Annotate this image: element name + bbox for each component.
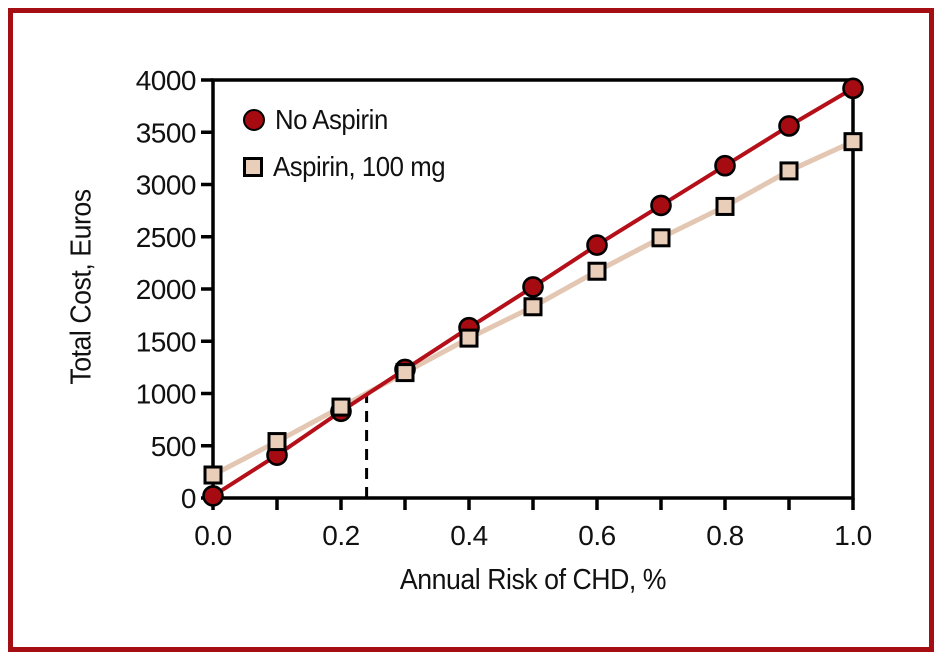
y-tick-label: 2500 [136,222,196,253]
chart-legend: No Aspirin Aspirin, 100 mg [243,103,460,184]
y-tick-label: 4000 [136,65,196,96]
data-point-square [587,261,607,281]
legend-label-no-aspirin: No Aspirin [275,104,388,135]
y-axis-title: Total Cost, Euros [65,189,98,385]
data-point-circle [650,194,672,217]
y-tick-label: 0 [181,483,196,514]
data-point-square [523,297,543,317]
legend-item-no-aspirin: No Aspirin [243,103,460,137]
x-tick-label: 0.8 [706,520,743,551]
x-tick-label: 0.6 [578,520,615,551]
y-tick-label: 3500 [136,117,196,148]
x-tick-label: 0.2 [322,520,359,551]
legend-label-aspirin: Aspirin, 100 mg [273,151,446,182]
x-tick-label: 0.4 [450,520,487,551]
data-point-circle [842,77,864,100]
data-point-square [203,465,223,485]
data-point-square [651,228,671,248]
data-point-square [779,161,799,181]
data-point-circle [778,115,800,137]
data-point-circle [586,234,608,256]
x-tick-label: 1.0 [834,520,871,551]
data-point-circle [714,154,736,177]
circle-marker-icon [243,109,265,131]
y-tick-label: 2000 [136,274,196,305]
y-tick-label: 500 [151,431,196,462]
y-tick-label: 1000 [136,379,196,410]
data-point-square [267,432,287,452]
data-point-circle [202,485,224,507]
x-axis-title: Annual Risk of CHD, % [399,564,667,596]
data-point-square [395,363,415,383]
x-tick-label: 0.0 [194,520,231,551]
square-marker-icon [243,157,263,177]
legend-item-aspirin: Aspirin, 100 mg [243,150,460,184]
y-tick-label: 1500 [136,326,196,357]
data-point-square [331,397,351,417]
data-point-square [715,196,735,216]
data-point-square [843,132,863,152]
y-tick-label: 3000 [136,170,196,201]
data-point-circle [522,276,544,298]
data-point-square [459,328,479,348]
